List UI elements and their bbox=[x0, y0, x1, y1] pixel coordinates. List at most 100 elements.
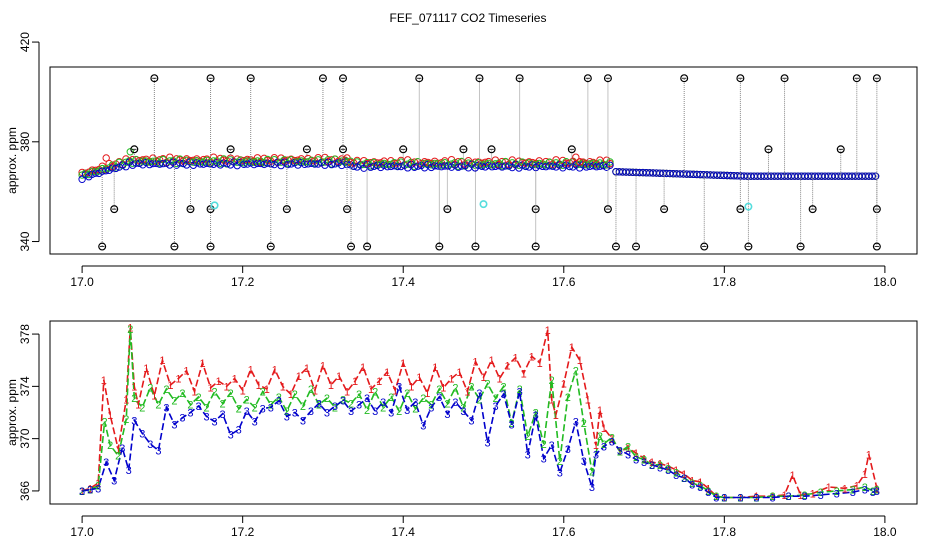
top-raw-mid-point bbox=[130, 145, 139, 154]
bottom-series-2-point: 2 bbox=[292, 389, 298, 401]
top-raw-low-point bbox=[343, 205, 352, 214]
bottom-series-1-point: 1 bbox=[344, 387, 350, 399]
bottom-series-3-point: 3 bbox=[103, 457, 109, 469]
bottom-series-3-point: 3 bbox=[753, 492, 759, 504]
bottom-series-1-point: 1 bbox=[529, 351, 535, 363]
bottom-series-1-line bbox=[81, 327, 878, 499]
top-x-tick-label: 17.0 bbox=[70, 275, 94, 289]
top-raw-high-point bbox=[339, 74, 348, 83]
bottom-series-3-point: 3 bbox=[119, 443, 125, 455]
bottom-y-tick-label: 366 bbox=[18, 481, 32, 501]
top-raw-mid-point bbox=[567, 145, 576, 154]
bottom-series-3-point: 3 bbox=[641, 457, 647, 469]
bottom-series-1-point: 1 bbox=[665, 461, 671, 473]
bottom-panel-frame bbox=[49, 320, 918, 505]
top-point-cyan bbox=[210, 201, 219, 210]
bottom-series-2-point: 2 bbox=[187, 400, 193, 412]
bottom-series-3-point: 3 bbox=[252, 417, 258, 429]
top-raw-high-point bbox=[206, 74, 215, 83]
bottom-series-2-point: 2 bbox=[802, 490, 808, 502]
bottom-series-3-point: 3 bbox=[79, 486, 85, 498]
bottom-series-3-point: 3 bbox=[276, 396, 282, 408]
bottom-series-3-point: 3 bbox=[444, 409, 450, 421]
top-raw-bottom-point bbox=[363, 242, 372, 251]
bottom-series-2-point: 2 bbox=[452, 383, 458, 395]
bottom-series-1-point: 1 bbox=[545, 325, 551, 337]
bottom-series-2-point: 2 bbox=[525, 431, 531, 443]
bottom-series-2-point: 2 bbox=[484, 379, 490, 391]
bottom-series-2-point: 2 bbox=[436, 384, 442, 396]
bottom-series-3-point: 3 bbox=[713, 492, 719, 504]
bottom-series-1-point: 1 bbox=[191, 387, 197, 399]
bottom-series-1-point: 1 bbox=[440, 383, 446, 395]
top-point-red bbox=[572, 153, 580, 161]
bottom-series-2-point: 2 bbox=[818, 487, 824, 499]
bottom-series-1-point: 1 bbox=[569, 342, 575, 354]
top-raw-mid-point bbox=[399, 145, 408, 154]
bottom-series-3-point: 3 bbox=[87, 485, 93, 497]
bottom-series-3-point: 3 bbox=[131, 415, 137, 427]
bottom-series-1-point: 1 bbox=[131, 381, 137, 393]
bottom-series-2-point: 2 bbox=[123, 414, 129, 426]
top-raw-bottom-point bbox=[531, 242, 540, 251]
top-raw-high-point bbox=[318, 74, 327, 83]
bottom-series-1-point: 1 bbox=[537, 358, 543, 370]
top-point-blue bbox=[327, 160, 336, 169]
bottom-series-3-point: 3 bbox=[870, 487, 876, 499]
bottom-series-3-point: 3 bbox=[284, 411, 290, 423]
bottom-series-1-point: 1 bbox=[577, 355, 583, 367]
bottom-series-1-point: 1 bbox=[601, 423, 607, 435]
bottom-series-3-point: 3 bbox=[874, 486, 880, 498]
bottom-series-2-point: 2 bbox=[753, 492, 759, 504]
bottom-series-2-point: 2 bbox=[769, 491, 775, 503]
bottom-series-3-point: 3 bbox=[179, 413, 185, 425]
top-point-blue bbox=[441, 162, 449, 170]
bottom-series-2-point: 2 bbox=[673, 468, 679, 480]
bottom-series-1-point: 1 bbox=[159, 355, 165, 367]
bottom-series-3-point: 3 bbox=[212, 417, 218, 429]
bottom-series-1-point: 1 bbox=[505, 360, 511, 372]
bottom-series-3-point: 3 bbox=[681, 473, 687, 485]
bottom-series-1-point: 1 bbox=[87, 483, 93, 495]
top-point-blue bbox=[397, 162, 405, 171]
bottom-series-1-point: 1 bbox=[649, 457, 655, 469]
bottom-series-3-point: 3 bbox=[316, 398, 322, 410]
bottom-series-2-point: 2 bbox=[220, 398, 226, 410]
bottom-y-tick-label: 378 bbox=[18, 324, 32, 344]
bottom-series-3-point: 3 bbox=[541, 453, 547, 465]
bottom-series-1-point: 1 bbox=[183, 366, 189, 378]
top-point-blue bbox=[112, 164, 120, 173]
top-raw-bottom-point bbox=[744, 242, 753, 251]
bottom-series-1-point: 1 bbox=[224, 381, 230, 393]
top-raw-mid-point bbox=[459, 145, 468, 154]
bottom-series-2-line bbox=[81, 328, 878, 499]
top-raw-bottom-point bbox=[435, 242, 444, 251]
bottom-series-1-point: 1 bbox=[280, 381, 286, 393]
bottom-series-1-point: 1 bbox=[721, 492, 727, 504]
bottom-series-2-point: 2 bbox=[107, 440, 113, 452]
bottom-series-2-point: 2 bbox=[689, 478, 695, 490]
bottom-series-1-point: 1 bbox=[673, 465, 679, 477]
bottom-series-1-point: 1 bbox=[769, 491, 775, 503]
bottom-series-3-point: 3 bbox=[705, 487, 711, 499]
bottom-series-2-point: 2 bbox=[163, 384, 169, 396]
top-point-green bbox=[338, 157, 346, 165]
bottom-series-2-point: 2 bbox=[581, 418, 587, 430]
bottom-series-2-point: 2 bbox=[340, 394, 346, 406]
top-y-axis-label: approx. ppm bbox=[5, 127, 19, 194]
bottom-series-3-point: 3 bbox=[625, 449, 631, 461]
bottom-series-3-point: 3 bbox=[300, 415, 306, 427]
bottom-series-3-point: 3 bbox=[220, 409, 226, 421]
bottom-series-1-point: 1 bbox=[207, 383, 213, 395]
bottom-series-1-point: 1 bbox=[553, 410, 559, 422]
bottom-series-3-point: 3 bbox=[195, 401, 201, 413]
bottom-series-3-point: 3 bbox=[785, 491, 791, 503]
bottom-series-3-point: 3 bbox=[593, 449, 599, 461]
bottom-series-1-point: 1 bbox=[240, 385, 246, 397]
bottom-series-2-point: 2 bbox=[300, 401, 306, 413]
bottom-series-2-point: 2 bbox=[476, 394, 482, 406]
top-raw-high-point bbox=[603, 74, 612, 83]
bottom-series-1-point: 1 bbox=[248, 364, 254, 376]
bottom-series-3-point: 3 bbox=[862, 485, 868, 497]
